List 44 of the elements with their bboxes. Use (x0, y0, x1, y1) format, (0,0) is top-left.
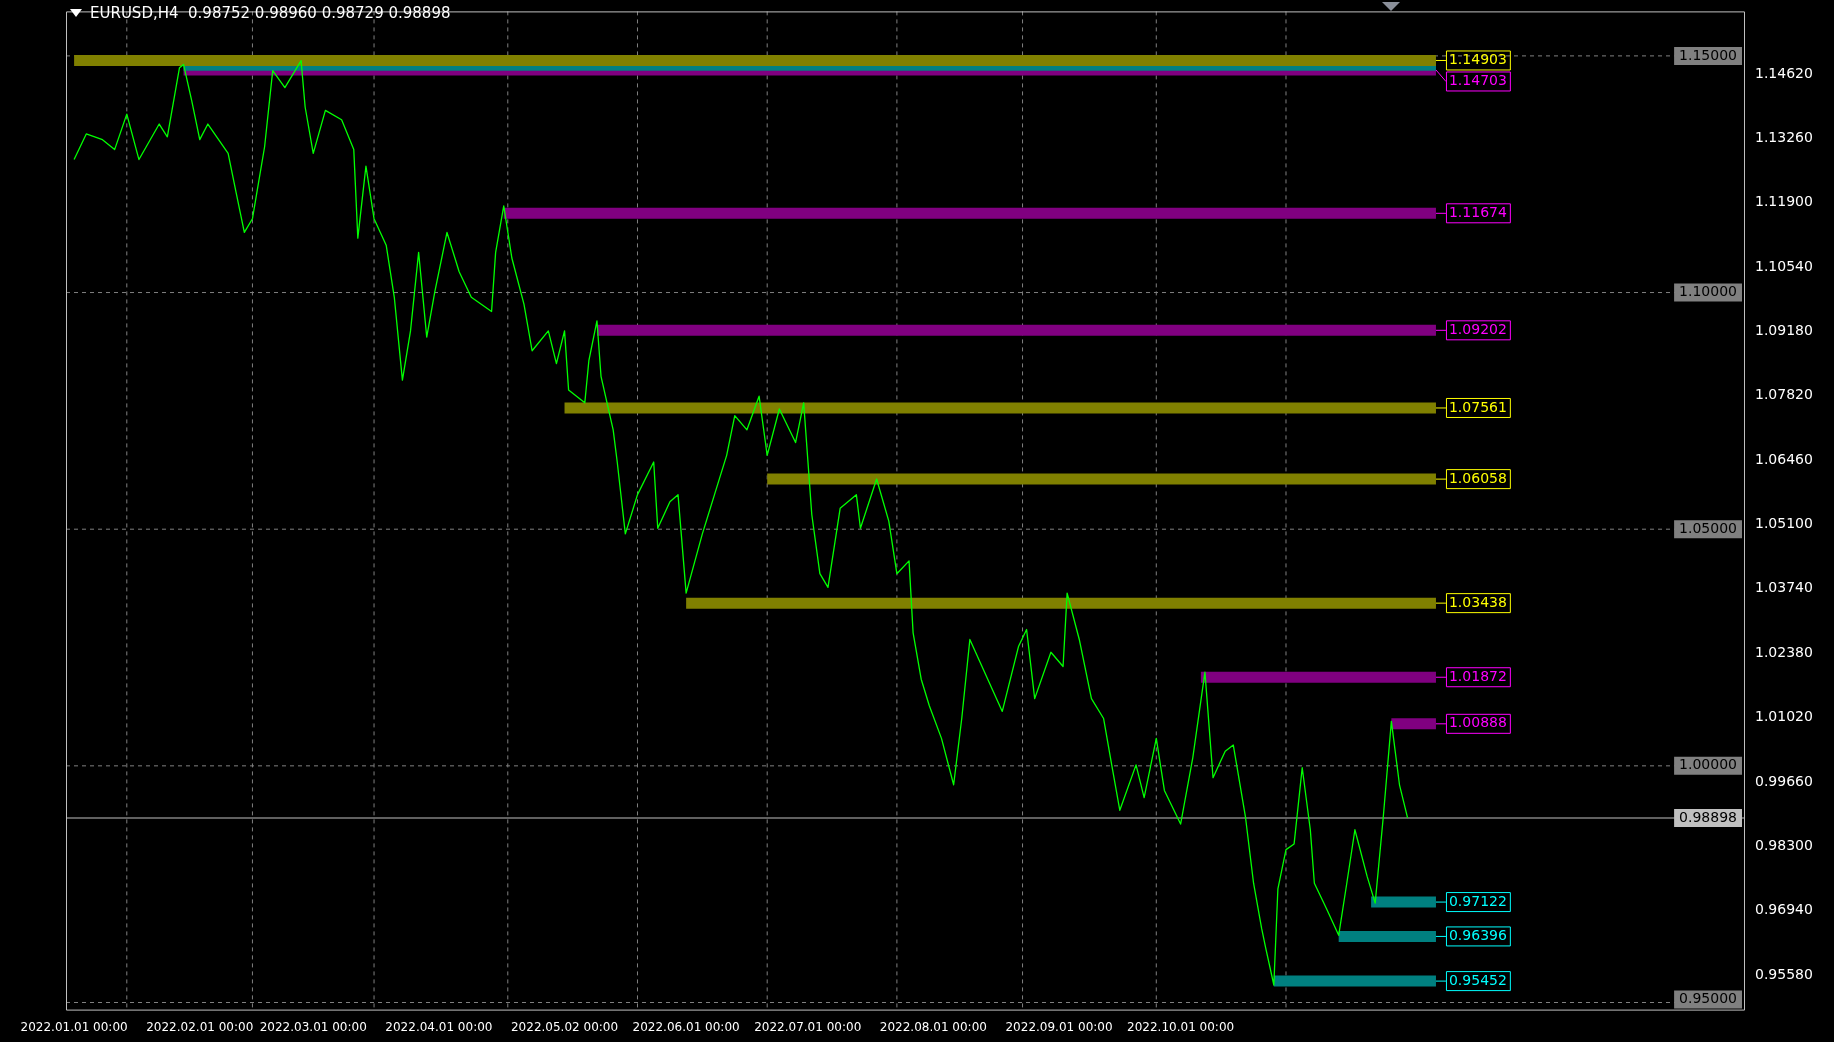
data-label: 1.03438 (1448, 593, 1507, 610)
y-tick-label: 0.95580 (1755, 965, 1813, 982)
y-tick-label: 1.14620 (1755, 64, 1813, 81)
x-tick-label: 2022.05.02 00:00 (510, 1019, 619, 1034)
x-tick-label: 2022.06.01 00:00 (632, 1019, 740, 1034)
y-tick-label: 0.98300 (1755, 836, 1813, 853)
y-tick-label: 1.10540 (1755, 257, 1813, 274)
y-tick-label: 1.06460 (1755, 450, 1813, 467)
data-label: 1.07561 (1448, 398, 1507, 415)
chart-title: EURUSD,H4 0.98752 0.98960 0.98729 0.98898 (90, 4, 451, 22)
y-tick-label: 1.03740 (1755, 579, 1813, 596)
x-tick-label: 2022.10.01 00:00 (1127, 1019, 1235, 1034)
ref-line-label: 0.95000 (1679, 990, 1738, 1007)
y-tick-label: 1.11900 (1755, 193, 1813, 210)
ref-line-label: 1.00000 (1679, 756, 1738, 773)
data-label: 1.09202 (1448, 320, 1507, 337)
x-tick-label: 2022.03.01 00:00 (259, 1019, 367, 1034)
data-label: 0.95452 (1448, 971, 1507, 988)
ref-line-label: 1.05000 (1679, 519, 1738, 536)
x-tick-label: 2022.07.01 00:00 (754, 1019, 862, 1034)
y-tick-label: 1.13260 (1755, 128, 1813, 145)
data-label: 0.96396 (1448, 927, 1507, 944)
data-label: 1.06058 (1448, 469, 1507, 486)
y-tick-label: 1.01020 (1755, 708, 1813, 725)
y-tick-label: 1.05100 (1755, 515, 1813, 532)
y-tick-label: 1.07820 (1755, 386, 1813, 403)
y-tick-label: 1.02380 (1755, 643, 1813, 660)
x-tick-label: 2022.01.01 00:00 (20, 1019, 128, 1034)
y-tick-label: 1.09180 (1755, 321, 1813, 338)
data-label: 1.14703 (1448, 72, 1507, 89)
data-label: 1.00888 (1448, 714, 1507, 731)
x-tick-label: 2022.02.01 00:00 (146, 1019, 254, 1034)
x-tick-label: 2022.04.01 00:00 (385, 1019, 493, 1034)
ref-line-label: 0.98898 (1679, 808, 1738, 825)
data-label: 0.97122 (1448, 892, 1507, 909)
y-tick-label: 0.99660 (1755, 772, 1813, 789)
x-tick-label: 2022.08.01 00:00 (879, 1019, 987, 1034)
data-label: 1.14903 (1448, 51, 1507, 68)
data-label: 1.01872 (1448, 667, 1507, 684)
y-tick-label: 0.96940 (1755, 901, 1813, 918)
ref-line-label: 1.15000 (1679, 46, 1738, 63)
data-label: 1.11674 (1448, 203, 1507, 220)
ref-line-label: 1.10000 (1679, 283, 1738, 300)
x-tick-label: 2022.09.01 00:00 (1005, 1019, 1113, 1034)
